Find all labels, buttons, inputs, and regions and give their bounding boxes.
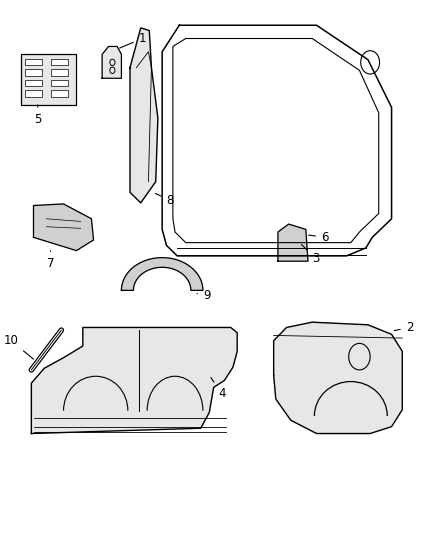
Bar — [51, 91, 68, 97]
Text: 10: 10 — [4, 334, 33, 359]
Text: 1: 1 — [120, 32, 146, 48]
Bar — [25, 69, 42, 76]
Text: 8: 8 — [155, 193, 174, 207]
Polygon shape — [34, 204, 94, 251]
Bar — [25, 59, 42, 65]
Polygon shape — [278, 224, 308, 261]
Text: 5: 5 — [34, 105, 42, 126]
Bar — [21, 54, 76, 105]
Polygon shape — [130, 28, 158, 203]
Text: 3: 3 — [301, 245, 320, 265]
Text: 6: 6 — [309, 231, 328, 244]
Text: 9: 9 — [197, 289, 210, 302]
Bar — [51, 69, 68, 76]
Polygon shape — [121, 257, 203, 290]
Polygon shape — [102, 46, 121, 78]
Text: 2: 2 — [394, 321, 413, 334]
Bar — [51, 80, 68, 86]
Bar — [25, 80, 42, 86]
Text: 7: 7 — [47, 251, 54, 270]
Polygon shape — [274, 322, 403, 433]
Polygon shape — [32, 327, 237, 433]
Bar — [25, 91, 42, 97]
Bar — [51, 59, 68, 65]
Text: 4: 4 — [211, 377, 226, 400]
